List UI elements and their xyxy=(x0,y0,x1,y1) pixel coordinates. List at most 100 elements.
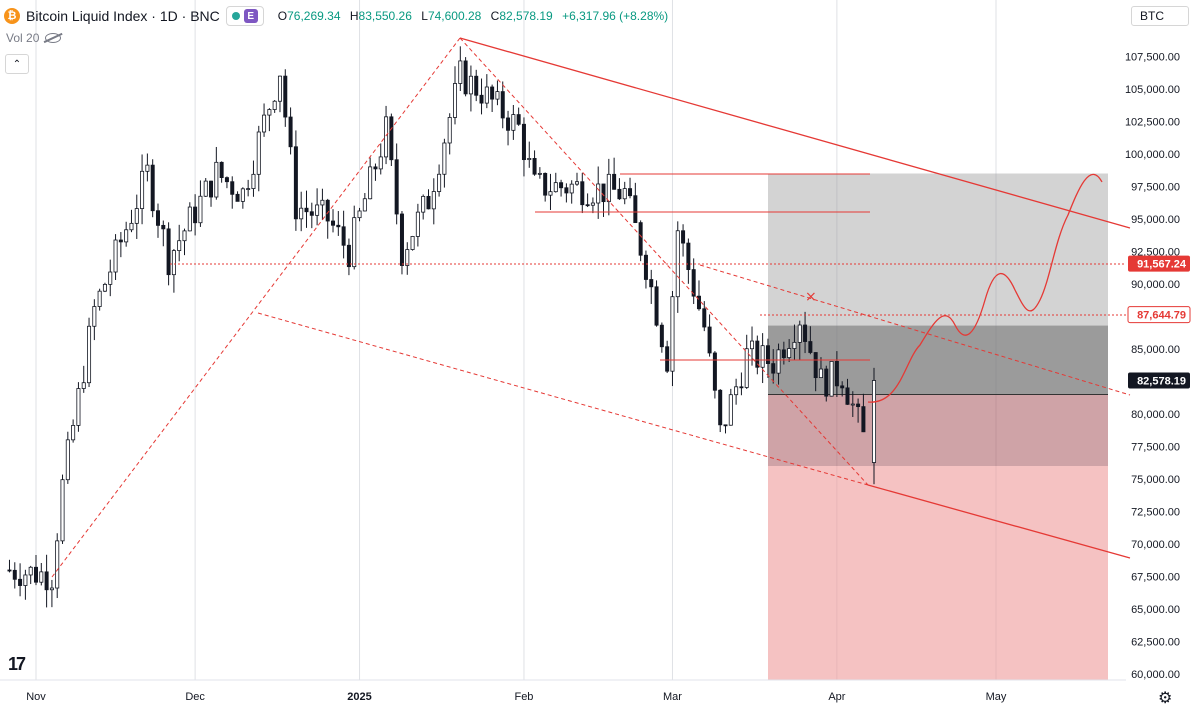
candle-body xyxy=(336,224,341,228)
candle-body xyxy=(447,117,452,144)
candle-body xyxy=(750,340,755,350)
price-label-bg xyxy=(1127,306,1191,324)
candle-body xyxy=(521,123,526,161)
last-candle-body xyxy=(872,380,877,463)
events-badge[interactable]: E xyxy=(243,9,258,23)
y-tick-label: 70,000.00 xyxy=(1131,539,1180,551)
collapse-legend-button[interactable]: ⌃ xyxy=(5,54,29,74)
candle-body xyxy=(325,199,330,222)
y-tick-label: 65,000.00 xyxy=(1131,604,1180,616)
change-value: +6,317.96 (+8.28%) xyxy=(562,9,669,23)
candle-body xyxy=(564,187,569,194)
candle-body xyxy=(834,360,839,387)
candle-body xyxy=(129,222,134,231)
candle-body xyxy=(362,198,367,212)
candle-body xyxy=(28,566,33,576)
stop-zone-inner xyxy=(768,394,1108,466)
candle-body xyxy=(44,571,49,591)
symbol-search-box[interactable]: BTC xyxy=(1131,6,1189,26)
y-tick-label: 102,500.00 xyxy=(1125,117,1180,129)
close-value: 82,578.19 xyxy=(499,9,553,23)
rally-dashed-line xyxy=(51,37,461,578)
candle-body xyxy=(532,158,537,175)
market-open-dot-icon xyxy=(231,12,240,20)
candle-body xyxy=(765,345,770,365)
candle-body xyxy=(574,181,579,185)
candle-body xyxy=(150,164,155,212)
y-tick-label: 92,500.00 xyxy=(1131,247,1180,259)
candle-body xyxy=(643,254,648,280)
candle-body xyxy=(590,202,595,206)
candle-body xyxy=(723,424,728,427)
symbol-title[interactable]: Bitcoin Liquid Index · 1D · BNC xyxy=(26,8,220,24)
candle-body xyxy=(283,75,288,118)
candle-body xyxy=(304,207,309,213)
candle-body xyxy=(341,226,346,246)
candle-body xyxy=(654,286,659,326)
tradingview-logo[interactable]: 17 xyxy=(8,654,26,674)
stop-zone xyxy=(768,466,1108,680)
candle-body xyxy=(500,91,505,119)
candle-body xyxy=(288,116,293,148)
y-tick-label: 80,000.00 xyxy=(1131,409,1180,421)
candle-body xyxy=(744,348,749,388)
candle-body xyxy=(861,406,866,433)
candle-body xyxy=(198,195,203,224)
candle-body xyxy=(559,182,564,189)
position-zones xyxy=(768,173,1108,680)
trend-drawings: × xyxy=(51,37,1131,578)
candle-body xyxy=(670,296,675,372)
x-tick-label: Dec xyxy=(185,691,205,703)
candle-body xyxy=(829,360,834,397)
candle-body xyxy=(55,540,60,589)
candle-body xyxy=(797,324,802,343)
candle-body xyxy=(479,94,484,104)
candle-body xyxy=(166,228,171,276)
ohlc-readout: O76,269.34 H83,550.26 L74,600.28 C82,578… xyxy=(277,9,669,23)
candle-body xyxy=(7,569,12,572)
candle-body xyxy=(596,183,601,204)
candle-body xyxy=(681,230,686,244)
candle-body xyxy=(368,166,373,200)
time-axis[interactable]: Nov Dec 2025 Feb Mar Apr May xyxy=(0,679,1126,703)
candle-body xyxy=(145,164,150,172)
y-tick-label: 95,000.00 xyxy=(1131,214,1180,226)
hide-eye-icon[interactable] xyxy=(45,33,62,43)
candle-body xyxy=(659,324,664,348)
candle-body xyxy=(246,188,251,190)
volume-legend[interactable]: Vol 20 xyxy=(6,31,62,45)
candle-body xyxy=(315,204,320,216)
candlestick-series xyxy=(7,46,877,608)
candle-body xyxy=(320,199,325,206)
y-tick-label: 105,000.00 xyxy=(1125,84,1180,96)
settings-gear-icon[interactable]: ⚙ xyxy=(1158,690,1173,707)
candle-body xyxy=(776,349,781,374)
candle-body xyxy=(543,172,548,196)
candle-body xyxy=(585,204,590,207)
candle-body xyxy=(813,352,818,379)
candle-body xyxy=(771,363,776,374)
market-status-pill[interactable]: E xyxy=(225,6,264,26)
candle-body xyxy=(108,271,113,285)
candle-body xyxy=(113,239,118,273)
candle-body xyxy=(818,368,823,379)
candle-body xyxy=(781,349,786,359)
candle-body xyxy=(850,403,855,406)
candle-body xyxy=(34,566,39,583)
candle-body xyxy=(808,341,813,353)
candle-body xyxy=(755,340,760,368)
candle-body xyxy=(87,325,92,384)
candle-body xyxy=(712,352,717,391)
candle-body xyxy=(415,211,420,237)
y-tick-label: 72,500.00 xyxy=(1131,507,1180,519)
candle-body xyxy=(209,180,214,198)
candle-body xyxy=(622,188,627,200)
candle-body xyxy=(495,91,500,100)
candle-body xyxy=(421,195,426,213)
candle-body xyxy=(506,117,511,131)
price-axis[interactable]: 107,500.00 105,000.00 102,500.00 100,000.00… xyxy=(1125,52,1191,682)
candle-body xyxy=(718,389,723,426)
open-value: 76,269.34 xyxy=(287,9,341,23)
candle-body xyxy=(49,587,54,591)
